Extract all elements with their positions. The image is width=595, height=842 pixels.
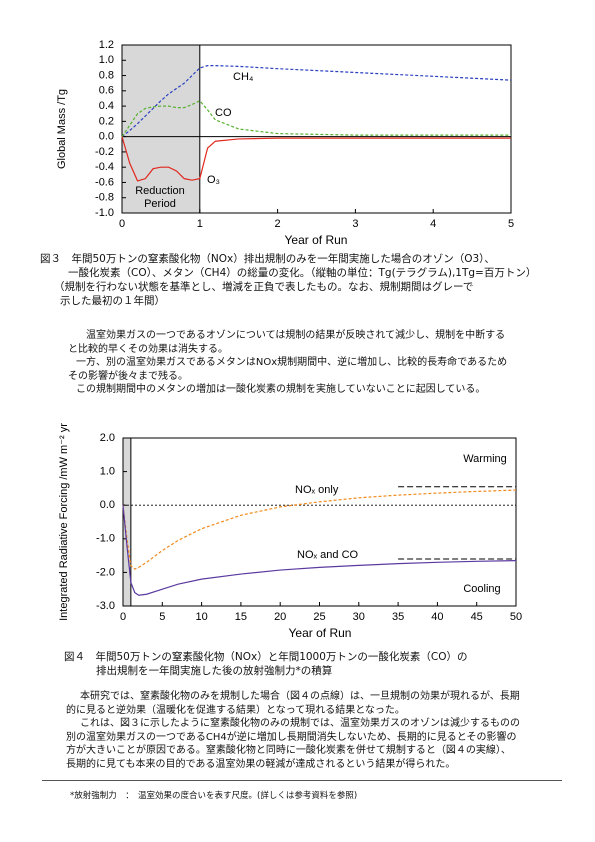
y-tick-label: -0.6 bbox=[95, 176, 114, 188]
paragraph: 温室効果ガスの一つであるオゾンについては規制の結果が反映されて減少し、規制を中断… bbox=[68, 329, 507, 397]
text-line: 的に見ると逆効果（温暖化を促進する結果）となって現れる結果となった。 bbox=[66, 704, 405, 716]
figure4-caption: 図４ 年間50万トンの窒素酸化物（NOx）と年間1000万トンの一酸化炭素（CO… bbox=[64, 650, 468, 678]
caption-line: 排出規制を一年間実施した後の放射強制力*の積算 bbox=[96, 665, 333, 677]
x-tick-label: 25 bbox=[313, 611, 325, 623]
x-tick-label: 30 bbox=[353, 611, 365, 623]
x-tick-label: 4 bbox=[430, 218, 436, 230]
y-tick-label: -0.4 bbox=[95, 161, 114, 173]
x-tick-label: 45 bbox=[471, 611, 483, 623]
y-tick-label: -1.0 bbox=[95, 207, 114, 219]
text-line: この規制期間中のメタンの増加は一酸化炭素の規制を実施していないことに起因している… bbox=[76, 384, 486, 395]
text-line: 温室効果ガスの一つであるオゾンについては規制の結果が反映されて減少し、規制を中断… bbox=[86, 330, 506, 341]
x-tick-label: 20 bbox=[274, 611, 286, 623]
x-tick-label: 3 bbox=[352, 218, 358, 230]
series-label: CO bbox=[215, 107, 232, 119]
footnote-rule bbox=[42, 780, 562, 781]
y-tick-label: -0.2 bbox=[95, 146, 114, 158]
plot-frame bbox=[121, 44, 512, 214]
x-tick-label: 1 bbox=[197, 218, 203, 230]
x-tick-label: 15 bbox=[235, 611, 247, 623]
y-tick-label: 1.2 bbox=[99, 39, 114, 51]
y-tick-label: -1.0 bbox=[96, 533, 115, 545]
text-line: 方が大きいことが原因である。窒素酸化物と同時に一酸化炭素を併せて規制すると（図４… bbox=[66, 745, 511, 756]
y-tick-label: -3.0 bbox=[96, 600, 115, 612]
x-tick-label: 5 bbox=[508, 218, 514, 230]
y-tick-label: -2.0 bbox=[96, 566, 115, 578]
y-tick-label: 1.0 bbox=[100, 466, 115, 478]
series-label: NOₓ only bbox=[295, 484, 339, 496]
text-line: と比較的早くその効果は消失する。 bbox=[68, 343, 228, 355]
shade-label: Reduction bbox=[135, 185, 185, 197]
x-tick-label: 0 bbox=[119, 218, 125, 230]
x-tick-label: 5 bbox=[159, 611, 165, 623]
text-line: 長期的に見ても本来の目的である温室効果の軽減が達成されるという結果が得られた。 bbox=[66, 758, 456, 770]
series-label: NOₓ and CO bbox=[297, 549, 359, 561]
y-tick-label: 0.0 bbox=[99, 131, 114, 143]
shade-label: Period bbox=[144, 198, 176, 210]
caption-line: （規制を行わない状態を基準とし、増減を正負で表したもの。なお、規制期間はグレーで bbox=[54, 281, 474, 293]
annotation: Warming bbox=[463, 453, 507, 465]
annotation: Cooling bbox=[463, 583, 500, 595]
footnote: *放射強制力 ： 温室効果の度合いを表す尺度。(詳しくは参考資料を参照) bbox=[70, 791, 358, 801]
caption-line: 一酸化炭素（CO）、メタン（CH4）の総量の変化。（縦軸の単位：Tg(テラグラム… bbox=[68, 267, 537, 279]
text-line: これは、図３に示したように窒素酸化物のみの規制では、温室効果ガスのオゾンは減少す… bbox=[80, 718, 520, 729]
series-line bbox=[121, 136, 511, 182]
plot-frame bbox=[122, 437, 517, 607]
series-line bbox=[121, 100, 511, 137]
figure3-caption: 図３ 年間50万トンの窒素酸化物（NOx）排出規制のみを一年間実施した場合のオゾ… bbox=[40, 252, 536, 308]
x-axis-label: Year of Run bbox=[289, 626, 352, 640]
series-line bbox=[121, 65, 512, 138]
y-tick-label: 0.8 bbox=[99, 69, 114, 81]
y-tick-label: 0.6 bbox=[99, 85, 114, 97]
y-tick-label: -0.8 bbox=[95, 192, 114, 204]
text-line: 一方、別の温室効果ガスであるメタンはNOx規制期間中、逆に増加し、比較的長寿命で… bbox=[76, 357, 508, 368]
y-tick-label: 0.0 bbox=[100, 499, 115, 511]
x-tick-label: 35 bbox=[392, 611, 404, 623]
caption-line: 図４ 年間50万トンの窒素酸化物（NOx）と年間1000万トンの一酸化炭素（CO… bbox=[64, 651, 468, 663]
x-tick-label: 40 bbox=[431, 611, 443, 623]
period-shade bbox=[121, 44, 201, 214]
y-tick-label: 0.2 bbox=[99, 115, 114, 127]
x-tick-label: 10 bbox=[195, 611, 207, 623]
text-line: 別の温室効果ガスの一つであるCH4が逆に増加し長期間消失しないため、長期的に見る… bbox=[66, 731, 517, 743]
text-line: その影響が後々まで残る。 bbox=[68, 370, 188, 382]
caption-line: 図３ 年間50万トンの窒素酸化物（NOx）排出規制のみを一年間実施した場合のオゾ… bbox=[40, 253, 495, 265]
text-line: 本研究では、窒素酸化物のみを規制した場合（図４の点線）は、一旦規制の効果が現れる… bbox=[80, 691, 520, 702]
x-tick-label: 2 bbox=[275, 218, 281, 230]
y-tick-label: 1.0 bbox=[99, 54, 114, 66]
y-tick-label: 0.4 bbox=[99, 100, 114, 112]
paragraph: 本研究では、窒素酸化物のみを規制した場合（図４の点線）は、一旦規制の効果が現れる… bbox=[66, 690, 520, 771]
x-axis-label: Year of Run bbox=[285, 233, 348, 247]
x-tick-label: 0 bbox=[120, 611, 126, 623]
caption-line: 示した最初の１年間） bbox=[60, 295, 165, 307]
y-axis-label: Global Mass /Tg bbox=[56, 89, 68, 169]
series-label: O₃ bbox=[207, 174, 220, 186]
series-line bbox=[122, 489, 517, 570]
series-label: CH₄ bbox=[233, 71, 254, 83]
series-line bbox=[122, 505, 517, 596]
x-tick-label: 50 bbox=[510, 611, 522, 623]
y-axis-label: Integrated Radiative Forcing /mW m⁻² yr bbox=[58, 423, 70, 621]
y-tick-label: 2.0 bbox=[100, 432, 115, 444]
